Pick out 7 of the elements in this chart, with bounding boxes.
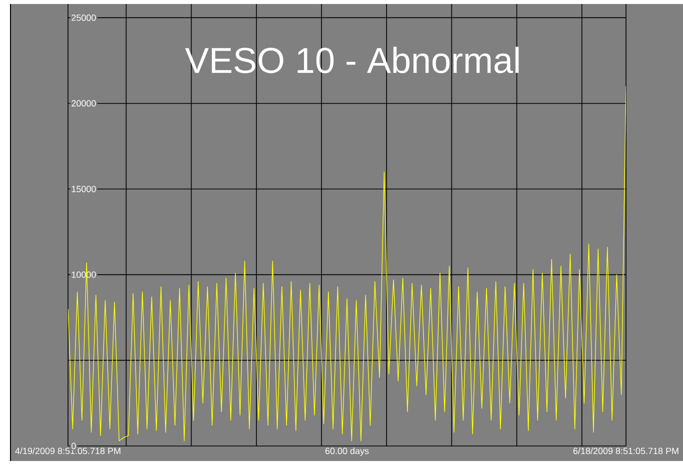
y-tick-label: 20000	[72, 100, 96, 107]
x-tick-label: 4/19/2009 8:51:05.718 PM	[15, 448, 120, 454]
x-tick-label: 6/18/2009 8:51:05.718 PM	[573, 448, 678, 454]
x-axis-title: 60.00 days	[325, 448, 369, 456]
y-tick-label: 15000	[72, 186, 96, 192]
y-tick-label: 0	[72, 442, 76, 450]
y-tick-label: 25000	[72, 14, 96, 21]
